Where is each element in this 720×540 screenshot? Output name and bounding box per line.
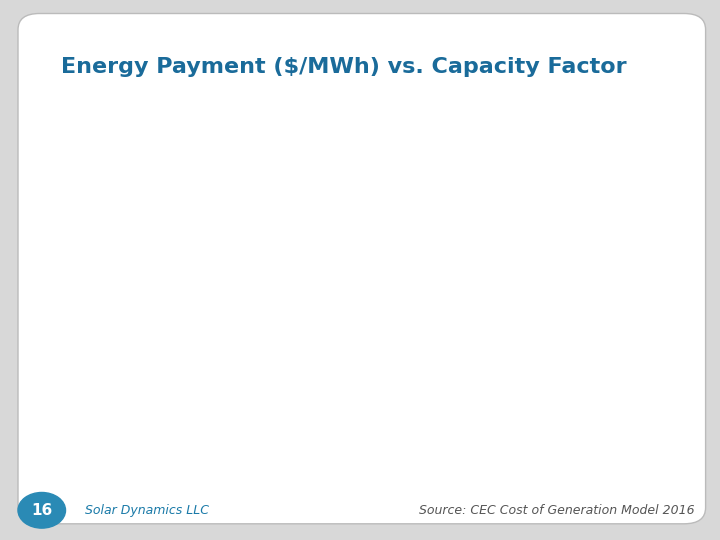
Text: Energy Payment ($/MWh) vs. Capacity Factor: Energy Payment ($/MWh) vs. Capacity Fact…: [61, 57, 627, 77]
Text: 16: 16: [31, 503, 53, 518]
Text: Source: CEC Cost of Generation Model 2016: Source: CEC Cost of Generation Model 201…: [419, 504, 695, 517]
FancyBboxPatch shape: [18, 14, 706, 524]
Circle shape: [18, 492, 66, 528]
Text: Solar Dynamics LLC: Solar Dynamics LLC: [85, 504, 209, 517]
